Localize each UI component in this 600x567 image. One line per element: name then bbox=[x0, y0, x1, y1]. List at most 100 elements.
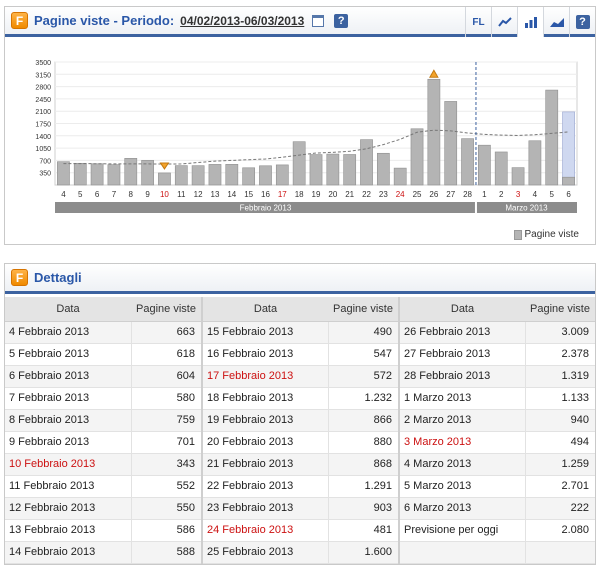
x-tick-label: 22 bbox=[362, 190, 371, 199]
bar[interactable] bbox=[326, 153, 340, 186]
x-tick-label: 10 bbox=[160, 190, 169, 199]
date-cell: 6 Marzo 2013 bbox=[399, 497, 525, 520]
views-cell: 2.378 bbox=[524, 343, 595, 366]
y-tick-label: 2800 bbox=[35, 85, 51, 92]
views-cell: 222 bbox=[524, 497, 595, 520]
bar[interactable] bbox=[427, 78, 441, 186]
views-cell: 663 bbox=[130, 321, 203, 344]
bar[interactable] bbox=[242, 167, 256, 186]
legend-label: Pagine viste bbox=[524, 229, 579, 240]
date-cell: 22 Febbraio 2013 bbox=[202, 475, 328, 498]
bar[interactable] bbox=[292, 141, 306, 186]
x-tick-label: 17 bbox=[278, 190, 287, 199]
table-row: 10 Febbraio 2013 343 21 Febbraio 2013 868 4 … bbox=[5, 453, 595, 476]
details-panel: F Dettagli Data Pagine viste Data Pagine vi… bbox=[4, 263, 596, 565]
app-logo-icon: F bbox=[11, 269, 28, 286]
app-logo-icon: F bbox=[11, 12, 28, 29]
line-chart-icon bbox=[497, 17, 512, 27]
bar[interactable] bbox=[158, 172, 171, 186]
bar[interactable] bbox=[511, 167, 525, 186]
views-cell: 2.701 bbox=[524, 475, 595, 498]
x-tick-label: 19 bbox=[312, 190, 321, 199]
y-tick-label: 1400 bbox=[35, 134, 51, 141]
date-cell: 13 Febbraio 2013 bbox=[5, 519, 131, 542]
bar[interactable] bbox=[225, 164, 239, 186]
bar[interactable] bbox=[478, 144, 491, 186]
calendar-icon[interactable] bbox=[312, 14, 325, 27]
bar[interactable] bbox=[90, 163, 104, 186]
bar-chart-button[interactable] bbox=[517, 7, 543, 37]
month-label: Marzo 2013 bbox=[505, 204, 548, 213]
chart-help-button[interactable]: ? bbox=[569, 7, 595, 37]
views-cell: 759 bbox=[130, 409, 203, 432]
date-cell: 11 Febbraio 2013 bbox=[5, 475, 131, 498]
bar[interactable] bbox=[275, 164, 289, 186]
bar[interactable] bbox=[343, 154, 357, 186]
col-header-date[interactable]: Data bbox=[5, 297, 131, 322]
bar-chart-icon bbox=[524, 16, 537, 28]
views-cell: 580 bbox=[130, 387, 203, 410]
bar[interactable] bbox=[107, 164, 121, 186]
col-header-views[interactable]: Pagine viste bbox=[328, 297, 400, 322]
date-cell: 2 Marzo 2013 bbox=[399, 409, 525, 432]
x-tick-label: 3 bbox=[516, 190, 521, 199]
col-header-views[interactable]: Pagine viste bbox=[525, 297, 595, 322]
date-cell: 14 Febbraio 2013 bbox=[5, 541, 131, 564]
x-tick-label: 12 bbox=[194, 190, 203, 199]
x-tick-label: 23 bbox=[379, 190, 388, 199]
bar[interactable] bbox=[360, 139, 373, 186]
help-icon[interactable]: ? bbox=[334, 13, 349, 28]
col-header-date[interactable]: Data bbox=[399, 297, 525, 322]
date-cell: 7 Febbraio 2013 bbox=[5, 387, 131, 410]
month-label: Febbraio 2013 bbox=[240, 204, 292, 213]
details-title: Dettagli bbox=[34, 270, 82, 285]
x-tick-label: 15 bbox=[244, 190, 253, 199]
col-header-views[interactable]: Pagine viste bbox=[131, 297, 203, 322]
x-tick-label: 26 bbox=[429, 190, 438, 199]
x-tick-label: 4 bbox=[61, 190, 66, 199]
views-cell: 940 bbox=[524, 409, 595, 432]
bar[interactable] bbox=[174, 165, 188, 186]
bar[interactable] bbox=[393, 167, 407, 186]
bar[interactable] bbox=[494, 151, 508, 186]
bar[interactable] bbox=[57, 161, 70, 186]
bar[interactable] bbox=[545, 89, 559, 186]
bar[interactable] bbox=[124, 158, 138, 186]
views-cell: 2.080 bbox=[524, 519, 595, 542]
bar[interactable] bbox=[562, 176, 575, 186]
x-tick-label: 2 bbox=[499, 190, 504, 199]
bar[interactable] bbox=[141, 160, 154, 186]
bar[interactable] bbox=[191, 165, 205, 186]
date-cell: 27 Febbraio 2013 bbox=[399, 343, 525, 366]
bar[interactable] bbox=[461, 138, 474, 186]
x-tick-label: 27 bbox=[446, 190, 455, 199]
forecast-bar[interactable] bbox=[562, 111, 575, 186]
bar[interactable] bbox=[309, 154, 323, 186]
y-tick-label: 3500 bbox=[35, 60, 51, 67]
date-cell: 23 Febbraio 2013 bbox=[202, 497, 328, 520]
date-cell: 3 Marzo 2013 bbox=[399, 431, 525, 454]
line-chart-button[interactable] bbox=[491, 7, 517, 37]
period-dates-link[interactable]: 04/02/2013-06/03/2013 bbox=[180, 13, 305, 28]
bar[interactable] bbox=[259, 165, 272, 186]
bar[interactable] bbox=[444, 101, 458, 186]
x-tick-label: 7 bbox=[112, 190, 117, 199]
date-cell: 16 Febbraio 2013 bbox=[202, 343, 328, 366]
views-cell: 572 bbox=[327, 365, 400, 388]
area-chart-button[interactable] bbox=[543, 7, 569, 37]
views-cell bbox=[524, 541, 595, 564]
date-cell bbox=[399, 541, 525, 564]
bar[interactable] bbox=[528, 140, 542, 186]
views-cell: 618 bbox=[130, 343, 203, 366]
x-tick-label: 14 bbox=[227, 190, 236, 199]
bar[interactable] bbox=[73, 162, 87, 186]
bar[interactable] bbox=[410, 128, 424, 186]
bar[interactable] bbox=[376, 152, 390, 186]
date-cell: 28 Febbraio 2013 bbox=[399, 365, 525, 388]
area-chart-icon bbox=[549, 18, 564, 27]
col-header-date[interactable]: Data bbox=[202, 297, 328, 322]
flash-toggle-button[interactable]: FL bbox=[465, 7, 491, 37]
date-cell: 6 Febbraio 2013 bbox=[5, 365, 131, 388]
x-tick-label: 18 bbox=[295, 190, 304, 199]
bar[interactable] bbox=[208, 164, 222, 186]
